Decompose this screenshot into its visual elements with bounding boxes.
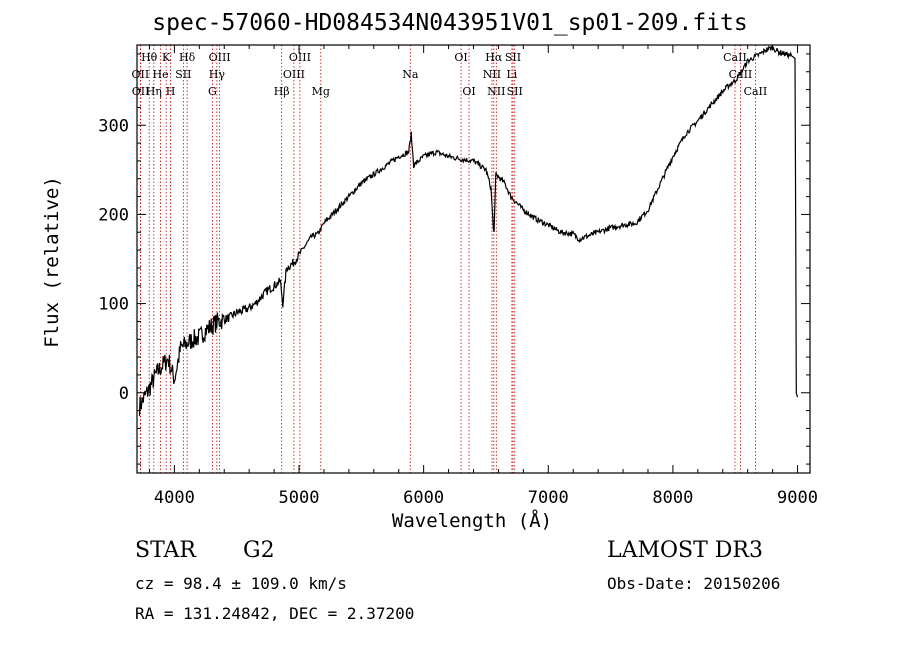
- plot-frame: [136, 44, 811, 474]
- line-label-25: CaII: [723, 51, 747, 64]
- object-class: STAR: [135, 538, 196, 563]
- observation-date: Obs-Date: 20150206: [607, 574, 781, 593]
- line-label-21: NII: [487, 85, 505, 98]
- x-tick-label-5000: 5000: [279, 488, 320, 508]
- line-label-7: SII: [175, 68, 191, 81]
- object-subclass: G2: [243, 538, 275, 563]
- spectrum-line: [138, 44, 799, 416]
- line-label-23: Li: [506, 68, 517, 81]
- line-label-19: Hα: [485, 51, 503, 64]
- y-tick-label-0: 0: [119, 384, 129, 404]
- x-tick-label-9000: 9000: [777, 488, 818, 508]
- line-label-11: G: [208, 85, 217, 98]
- line-label-0: Hθ: [141, 51, 158, 64]
- line-label-16: Na: [402, 68, 419, 81]
- line-label-8: Hδ: [179, 51, 196, 64]
- line-label-4: Hη: [146, 85, 162, 98]
- y-tick-label-200: 200: [98, 205, 129, 225]
- line-label-27: CaII: [744, 85, 768, 98]
- line-label-24: SII: [507, 85, 523, 98]
- y-axis-label: Flux (relative): [41, 176, 63, 348]
- line-label-22: SII: [505, 51, 521, 64]
- line-label-5: K: [162, 51, 171, 64]
- line-label-10: Hγ: [209, 68, 226, 81]
- y-tick-label-100: 100: [98, 295, 129, 315]
- y-axis-ticks: 0 100 200 300: [98, 53, 810, 465]
- x-tick-label-4000: 4000: [154, 488, 195, 508]
- line-label-1: OII: [132, 68, 150, 81]
- ra-dec: RA = 131.24842, DEC = 2.37200: [135, 604, 415, 623]
- x-axis-ticks: 4000 5000 6000 7000 8000 9000: [148, 45, 818, 508]
- line-label-14: OIII: [283, 68, 305, 81]
- x-tick-label-6000: 6000: [403, 488, 444, 508]
- chart-title: spec-57060-HD084534N043951V01_sp01-209.f…: [152, 10, 748, 36]
- line-label-2: OII: [132, 85, 150, 98]
- x-tick-label-7000: 7000: [528, 488, 569, 508]
- line-label-3: He: [153, 68, 169, 81]
- x-tick-label-8000: 8000: [652, 488, 693, 508]
- line-label-12: Hβ: [274, 85, 290, 98]
- line-label-13: OIII: [289, 51, 311, 64]
- redshift-velocity: cz = 98.4 ± 109.0 km/s: [135, 574, 347, 593]
- line-label-17: OI: [454, 51, 467, 64]
- x-axis-label: Wavelength (Å): [391, 510, 553, 532]
- line-label-15: Mg: [312, 85, 330, 98]
- line-label-20: NII: [483, 68, 501, 81]
- y-tick-label-300: 300: [98, 116, 129, 136]
- survey-name: LAMOST DR3: [607, 538, 763, 563]
- emission-line-markers: [139, 45, 756, 473]
- line-label-9: OIII: [209, 51, 231, 64]
- line-label-6: H: [166, 85, 176, 98]
- line-label-18: OI: [462, 85, 475, 98]
